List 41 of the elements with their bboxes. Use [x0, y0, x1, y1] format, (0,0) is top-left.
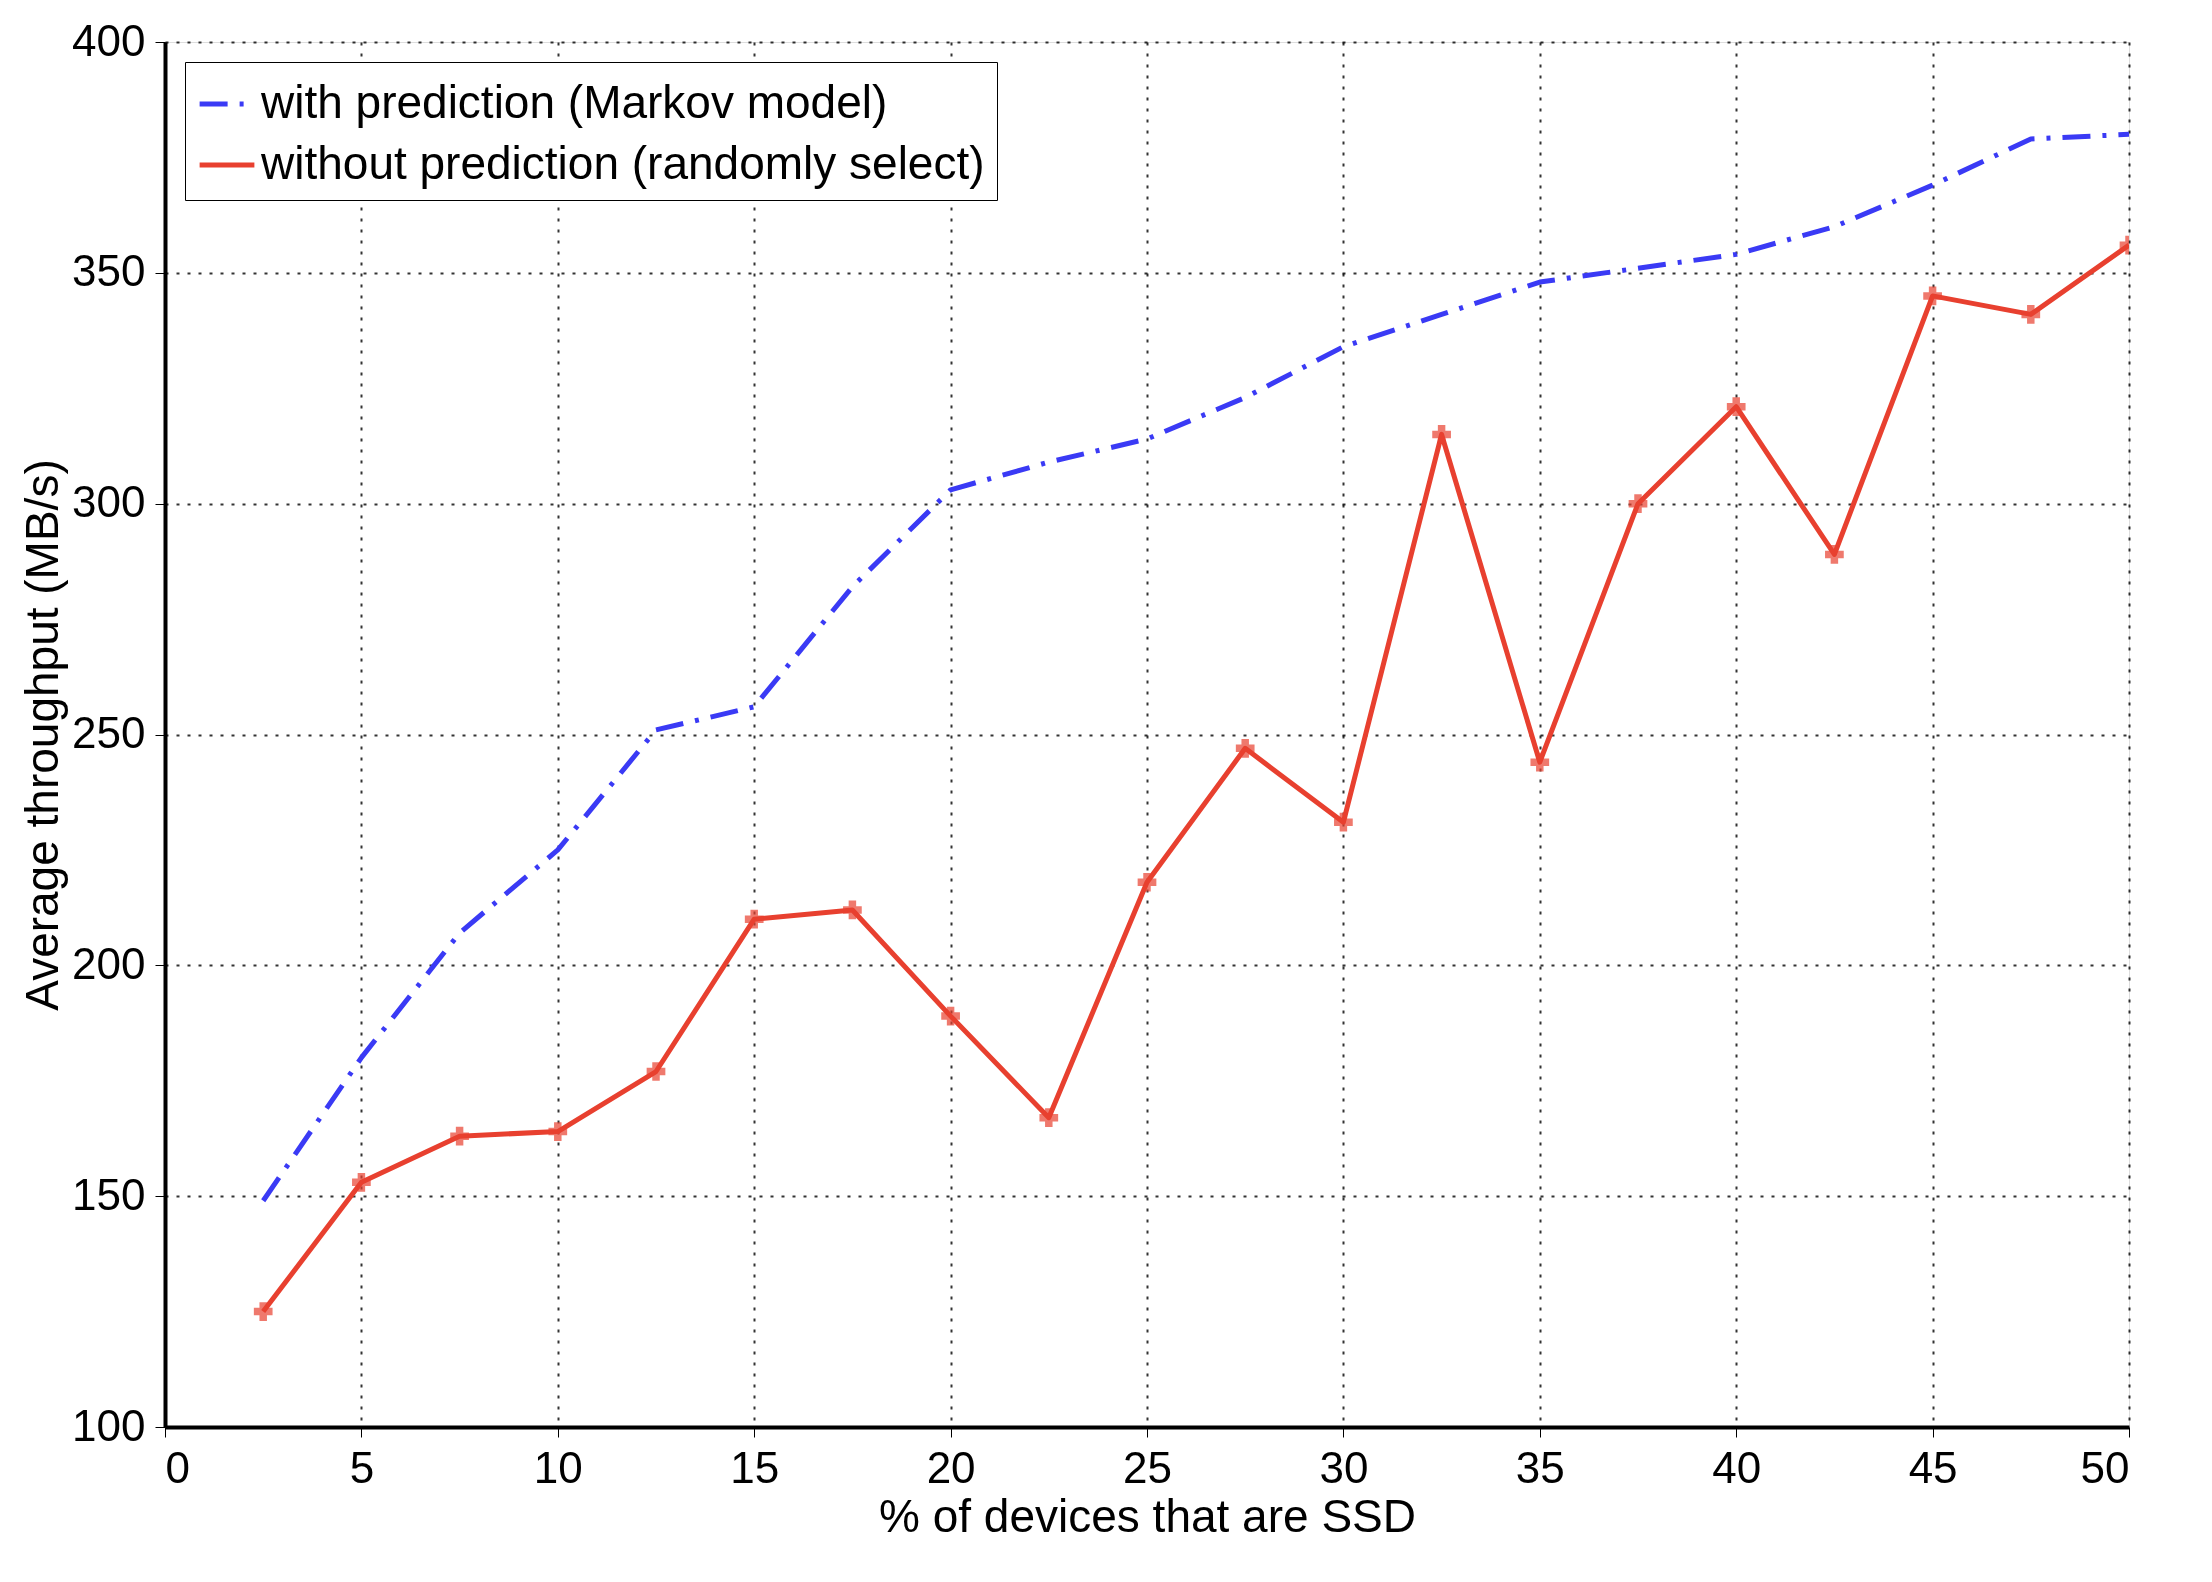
point	[1923, 286, 1942, 306]
x-tick-label: 15	[730, 1442, 780, 1492]
point	[1825, 545, 1844, 564]
point	[253, 1302, 273, 1321]
y-tick-label: 150	[72, 1169, 146, 1219]
point	[1039, 1108, 1059, 1128]
x-axis-title: % of devices that are SSD	[879, 1489, 1416, 1542]
y-tick-label: 100	[72, 1400, 146, 1450]
point	[646, 1062, 666, 1081]
x-tick-label: 40	[1712, 1442, 1762, 1492]
point	[2021, 305, 2041, 324]
point	[1235, 739, 1255, 758]
legend-label: without prediction (randomly select)	[260, 137, 985, 189]
y-tick-label: 400	[72, 15, 146, 65]
x-tick-label: 5	[349, 1442, 375, 1492]
point	[1137, 872, 1157, 892]
x-tick-label: 30	[1319, 1442, 1369, 1492]
point	[450, 1126, 469, 1146]
y-tick-label: 200	[72, 938, 146, 988]
x-tick-label: 20	[926, 1442, 976, 1492]
point	[1628, 494, 1648, 514]
point	[843, 900, 862, 920]
point	[1334, 812, 1353, 832]
point	[548, 1122, 568, 1141]
point	[352, 1172, 371, 1192]
point	[941, 1006, 960, 1026]
point	[1530, 752, 1550, 772]
point	[1726, 397, 1746, 417]
point	[744, 909, 764, 929]
x-tick-label: 10	[533, 1442, 583, 1492]
y-tick-label: 350	[72, 246, 146, 296]
x-tick-label: 35	[1515, 1442, 1565, 1492]
x-tick-label: 45	[1908, 1442, 1958, 1492]
x-tick-label: 0	[165, 1442, 190, 1492]
y-tick-label: 300	[72, 477, 146, 527]
y-tick-label: 250	[72, 708, 146, 757]
y-axis-title: Average throughput (MB/s)	[16, 459, 69, 1011]
legend-label: with prediction (Markov model)	[260, 76, 888, 128]
x-tick-label: 50	[2080, 1442, 2130, 1492]
x-tick-label: 25	[1123, 1442, 1172, 1492]
point	[1432, 425, 1451, 444]
